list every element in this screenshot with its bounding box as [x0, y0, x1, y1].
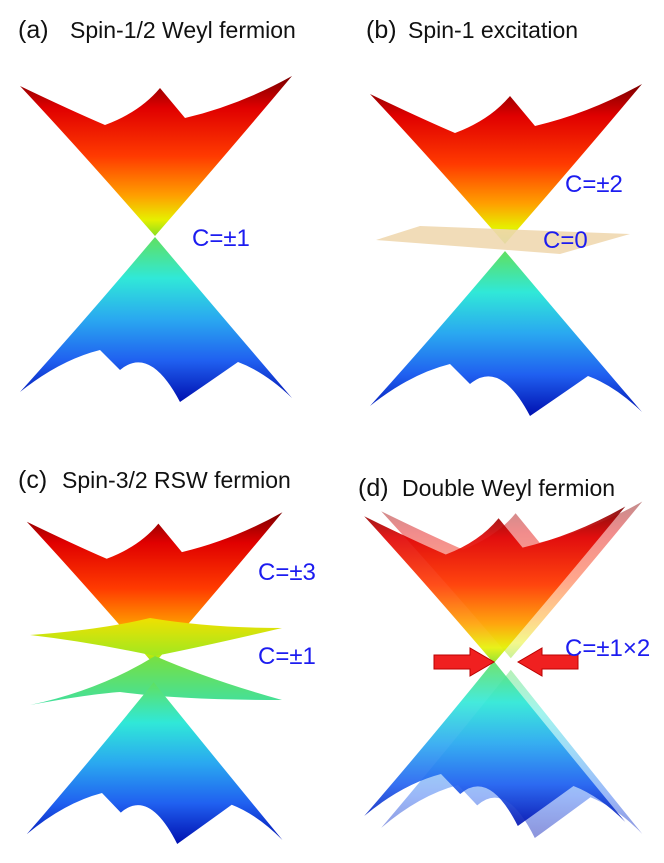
panel-label: (b) — [366, 16, 397, 44]
panel-title: Spin-1 excitation — [408, 17, 578, 43]
arrow-right — [433, 647, 495, 677]
upper-cone — [20, 76, 292, 236]
lower-cone — [20, 237, 292, 402]
upper-cone — [370, 84, 642, 244]
panel-a: (a) Spin-1/2 Weyl fermion C=±1 — [18, 16, 296, 402]
lower-cone — [26, 682, 283, 844]
flat-band — [376, 226, 630, 254]
panel-b: (b) Spin-1 excitation C=±2 C=0 — [366, 16, 642, 416]
panel-label: (a) — [18, 16, 49, 44]
middle-band-upper — [30, 618, 282, 656]
middle-band-lower — [30, 656, 282, 705]
arrow-left — [517, 647, 579, 677]
lower-cone — [370, 251, 642, 416]
panel-title: Double Weyl fermion — [402, 475, 615, 501]
panel-label: (d) — [358, 474, 389, 502]
gap — [501, 657, 511, 667]
chern-label: C=±1 — [192, 225, 250, 252]
panel-c: (c) Spin-3/2 RSW fermion C=±3 C=±1 — [18, 466, 316, 844]
panel-title: Spin-1/2 Weyl fermion — [70, 17, 296, 43]
panel-d: (d) Double Weyl fermion C=±1×2 — [358, 474, 650, 839]
lower-cone — [364, 661, 626, 826]
panel-label: (c) — [18, 466, 47, 494]
chern-label: C=±3 — [258, 559, 316, 586]
chern-label: C=±2 — [565, 171, 623, 198]
panel-title: Spin-3/2 RSW fermion — [62, 467, 291, 493]
chern-label: C=±1×2 — [565, 635, 650, 662]
chern-label: C=±1 — [258, 643, 316, 670]
chern-label: C=0 — [543, 227, 588, 254]
